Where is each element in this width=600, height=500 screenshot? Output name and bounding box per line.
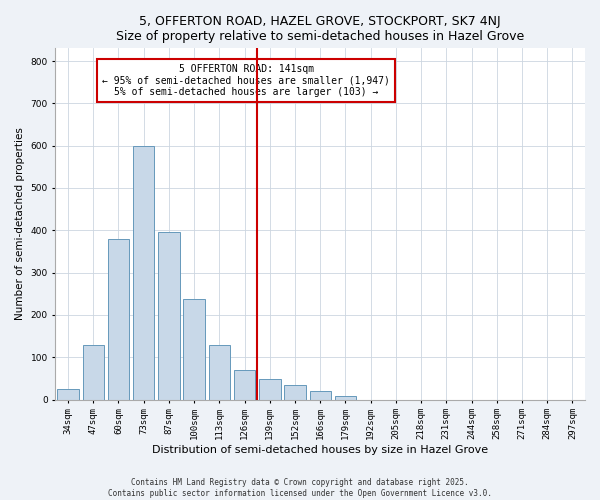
Bar [158, 232, 179, 400]
Bar [234, 370, 255, 400]
X-axis label: Distribution of semi-detached houses by size in Hazel Grove: Distribution of semi-detached houses by … [152, 445, 488, 455]
Bar [133, 146, 154, 400]
Text: Contains HM Land Registry data © Crown copyright and database right 2025.
Contai: Contains HM Land Registry data © Crown c… [108, 478, 492, 498]
Bar [83, 344, 104, 400]
Bar [184, 300, 205, 400]
Title: 5, OFFERTON ROAD, HAZEL GROVE, STOCKPORT, SK7 4NJ
Size of property relative to s: 5, OFFERTON ROAD, HAZEL GROVE, STOCKPORT… [116, 15, 524, 43]
Bar [108, 239, 129, 400]
Y-axis label: Number of semi-detached properties: Number of semi-detached properties [15, 128, 25, 320]
Bar [310, 391, 331, 400]
Bar [259, 379, 281, 400]
Bar [58, 389, 79, 400]
Bar [209, 344, 230, 400]
Bar [335, 396, 356, 400]
Text: 5 OFFERTON ROAD: 141sqm
← 95% of semi-detached houses are smaller (1,947)
5% of : 5 OFFERTON ROAD: 141sqm ← 95% of semi-de… [102, 64, 390, 98]
Bar [284, 384, 306, 400]
